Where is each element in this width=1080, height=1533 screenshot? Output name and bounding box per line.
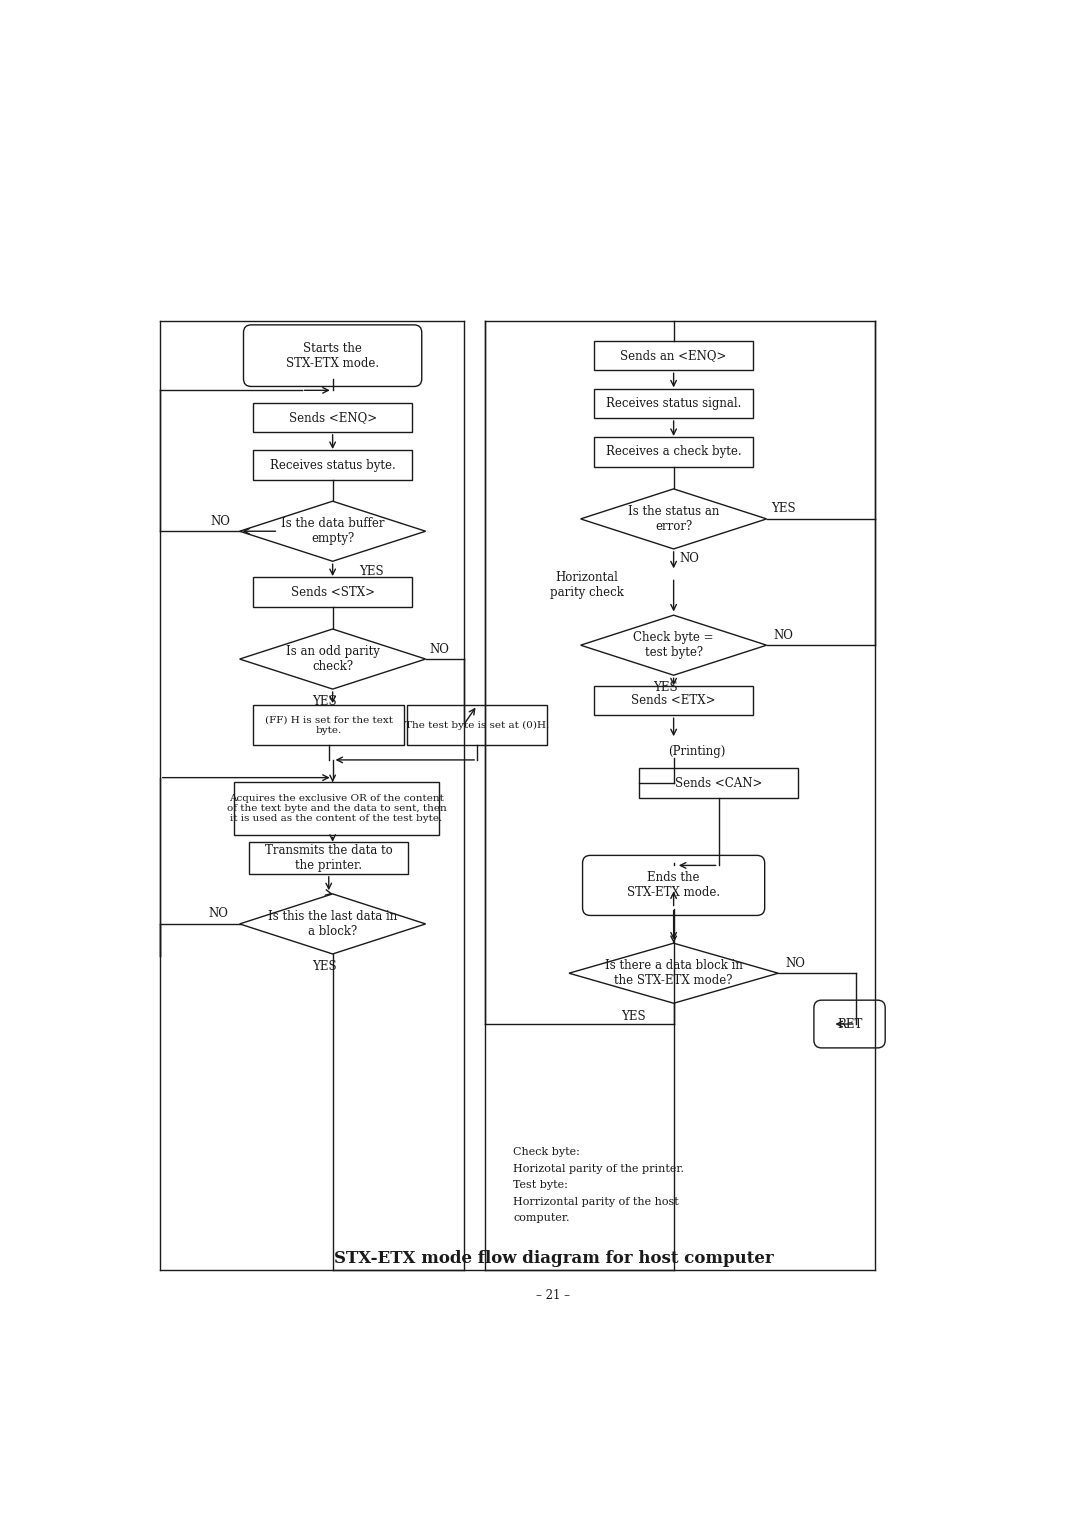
Text: Receives status byte.: Receives status byte. [270,458,395,472]
Polygon shape [569,943,779,1003]
Text: YES: YES [312,694,337,708]
Text: – 21 –: – 21 – [537,1289,570,1302]
FancyBboxPatch shape [243,325,422,386]
Bar [594,389,753,419]
Polygon shape [240,894,426,954]
Text: Is the data buffer
empty?: Is the data buffer empty? [281,517,384,546]
Polygon shape [240,501,426,561]
Text: Horizotal parity of the printer.: Horizotal parity of the printer. [513,1164,685,1174]
Text: (Printing): (Printing) [669,745,726,757]
Text: Sends <ENQ>: Sends <ENQ> [288,411,377,423]
Polygon shape [581,615,767,675]
Text: Check byte =
test byte?: Check byte = test byte? [633,632,714,659]
Text: YES: YES [771,503,796,515]
Text: The test byte is set at (0)H.: The test byte is set at (0)H. [405,721,550,730]
Text: Is the status an
error?: Is the status an error? [627,504,719,533]
Text: Transmits the data to
the printer.: Transmits the data to the printer. [265,843,393,872]
Polygon shape [581,489,767,549]
Text: Receives a check byte.: Receives a check byte. [606,446,742,458]
Text: NO: NO [430,642,449,656]
Bar [594,685,753,716]
Text: Check byte:: Check byte: [513,1147,580,1157]
Bar [253,578,413,607]
Text: NO: NO [773,629,794,642]
Bar [594,437,753,466]
Text: Is this the last data in
a block?: Is this the last data in a block? [268,911,397,938]
Text: Sends an <ENQ>: Sends an <ENQ> [620,350,727,362]
Text: Horrizontal parity of the host: Horrizontal parity of the host [513,1197,679,1206]
Text: Sends <STX>: Sends <STX> [291,586,375,598]
Text: NO: NO [211,515,230,527]
Text: Is an odd parity
check?: Is an odd parity check? [286,645,379,673]
Text: Test byte:: Test byte: [513,1180,568,1190]
Bar [253,403,413,432]
Text: Starts the
STX-ETX mode.: Starts the STX-ETX mode. [286,342,379,369]
Bar [639,768,798,797]
Text: Is there a data block in
the STX-ETX mode?: Is there a data block in the STX-ETX mod… [605,960,743,987]
Text: YES: YES [359,564,383,578]
Text: NO: NO [208,906,228,920]
Text: NO: NO [785,957,806,970]
Text: Sends <CAN>: Sends <CAN> [675,777,762,789]
Text: Sends <ETX>: Sends <ETX> [632,694,716,707]
Text: STX-ETX mode flow diagram for host computer: STX-ETX mode flow diagram for host compu… [334,1249,773,1266]
Text: YES: YES [312,960,337,973]
Bar [253,451,413,480]
Bar [233,782,440,834]
Text: Acquires the exclusive OR of the content
of the text byte and the data to sent, : Acquires the exclusive OR of the content… [227,794,446,823]
Text: NO: NO [679,552,699,566]
Text: RET: RET [837,1018,862,1030]
Text: Ends the
STX-ETX mode.: Ends the STX-ETX mode. [627,871,720,900]
Bar [253,705,404,745]
Bar [249,842,408,874]
Text: (FF) H is set for the text
byte.: (FF) H is set for the text byte. [265,716,393,734]
Text: YES: YES [653,681,678,694]
Text: computer.: computer. [513,1214,570,1223]
FancyBboxPatch shape [582,855,765,915]
Bar [407,705,546,745]
Text: Horizontal
parity check: Horizontal parity check [550,572,624,599]
Text: Receives status signal.: Receives status signal. [606,397,741,409]
Bar [594,340,753,371]
Polygon shape [240,629,426,688]
FancyBboxPatch shape [814,1000,886,1049]
Text: YES: YES [621,1010,646,1023]
